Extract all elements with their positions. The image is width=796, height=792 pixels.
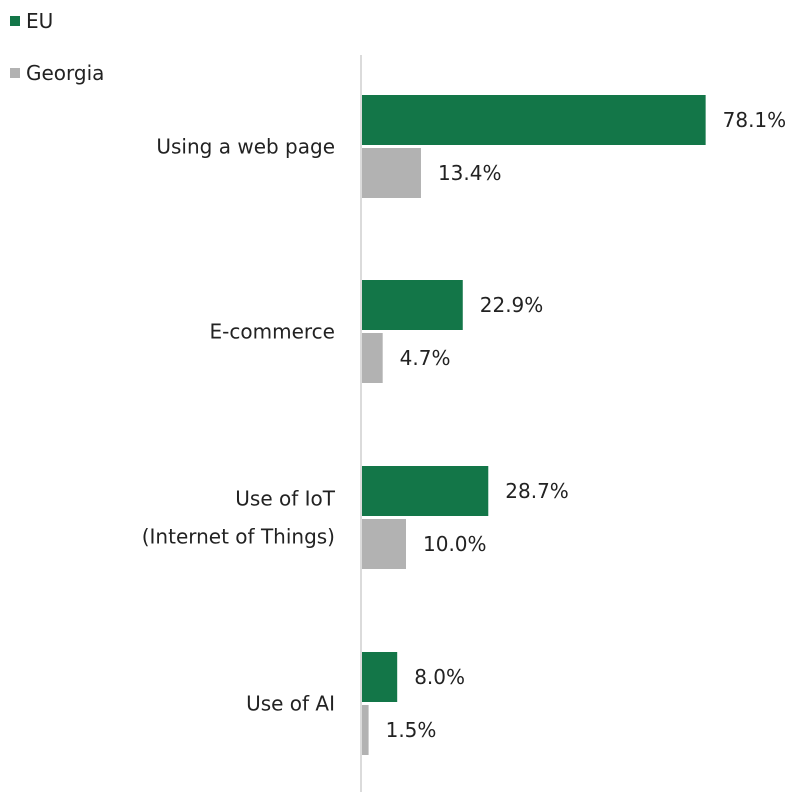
data-label-georgia: 13.4% (438, 161, 502, 185)
data-label-eu: 28.7% (505, 479, 569, 503)
data-label-eu: 22.9% (480, 293, 544, 317)
data-label-georgia: 4.7% (400, 346, 451, 370)
category-label: Use of IoT (235, 487, 335, 511)
legend-item-eu: EU (10, 6, 104, 36)
category-label: Using a web page (156, 135, 335, 159)
bar-georgia (362, 333, 383, 383)
category-label: E-commerce (210, 320, 335, 344)
bar-eu (362, 95, 706, 145)
bar-georgia (362, 519, 406, 569)
legend-label-georgia: Georgia (26, 61, 105, 85)
data-label-eu: 78.1% (723, 108, 787, 132)
category-label: Use of AI (246, 692, 335, 716)
bar-eu (362, 652, 398, 702)
bar-georgia (362, 148, 421, 198)
bar-eu (362, 466, 489, 516)
legend-swatch-eu (10, 16, 20, 26)
bar-eu (362, 280, 463, 330)
data-label-georgia: 1.5% (386, 718, 437, 742)
legend-label-eu: EU (26, 9, 54, 33)
data-label-georgia: 10.0% (423, 532, 487, 556)
legend-swatch-georgia (10, 68, 20, 78)
data-label-eu: 8.0% (414, 665, 465, 689)
bar-georgia (362, 705, 369, 755)
legend-item-georgia: Georgia (10, 58, 104, 88)
legend: EU Georgia (10, 6, 104, 110)
category-label: (Internet of Things) (142, 525, 335, 549)
